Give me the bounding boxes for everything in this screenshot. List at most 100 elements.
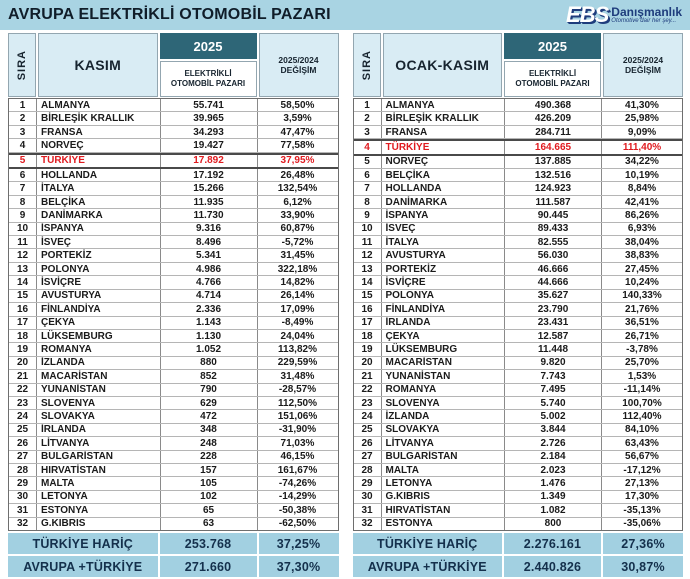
rank-cell: 13 [9,262,37,276]
country-cell: İZLANDA [382,410,505,423]
table-row: 8 DANİMARKA 111.587 42,41% [353,195,682,210]
country-cell: İSPANYA [37,222,161,236]
value-cell: 56.030 [505,249,602,262]
rank-cell: 21 [9,370,37,383]
table-row: 29 LETONYA 1.476 27,13% [353,477,682,491]
table-row: 31 HIRVATİSTAN 1.082 -35,13% [353,504,682,518]
country-cell: LETONYA [37,490,161,504]
period-column-header: KASIM [38,33,158,97]
change-cell: 60,87% [280,223,315,235]
change-cell: 56,67% [625,451,659,463]
market-column-header-group: 2025 ELEKTRİKLİ OTOMOBİL PAZARI [159,33,257,97]
value-cell: 132.516 [505,169,602,182]
rank-cell: 30 [9,490,37,504]
value-cell: 1.476 [505,477,602,490]
value-cell: 4.986 [161,262,258,276]
page-title: AVRUPA ELEKTRİKLİ OTOMOBİL PAZARI [8,6,331,23]
rank-cell: 21 [354,370,382,383]
rank-cell: 26 [9,437,37,450]
country-cell: FİNLANDİYA [37,303,161,316]
value-cell: 7.743 [505,370,602,383]
table-row: 6 BELÇİKA 132.516 10,19% [353,169,682,183]
summary-value: 2.440.826 [504,556,601,577]
value-cell: 39.965 [161,112,258,125]
country-cell: POLONYA [37,262,161,276]
rank-cell: 8 [9,195,37,209]
change-cell: 84,10% [625,424,659,436]
rank-cell: 10 [354,222,382,236]
change-cell: 86,26% [625,209,659,221]
value-cell: 2.023 [505,463,602,477]
table-row: 25 SLOVAKYA 3.844 84,10% [353,423,682,438]
country-cell: ALMANYA [382,99,505,112]
country-cell: TÜRKİYE [382,141,505,154]
country-cell: DANİMARKA [382,195,505,209]
change-cell: 9,09% [627,126,657,138]
country-cell: HOLLANDA [37,169,161,182]
table-row: 1 ALMANYA 55.741 58,50% [9,99,338,113]
country-cell: BİRLEŞİK KRALLIK [382,112,505,125]
value-cell: 34.293 [161,125,258,139]
value-cell: 11.730 [161,209,258,222]
value-cell: 12.587 [505,329,602,343]
rank-cell: 16 [9,303,37,316]
change-cell: 112,50% [278,397,317,409]
market-header: ELEKTRİKLİ OTOMOBİL PAZARI [159,61,257,97]
summary-change: 27,36% [603,533,683,554]
change-cell: 322,18% [277,263,318,275]
value-cell: 1.143 [161,316,258,329]
rank-cell: 20 [354,356,382,370]
change-cell: 47,47% [280,126,315,138]
table-row: 17 ÇEKYA 1.143 -8,49% [9,316,338,330]
change-cell: 21,76% [625,303,659,315]
value-cell: 2.184 [505,450,602,463]
country-cell: HIRVATİSTAN [382,504,505,517]
change-cell: 33,90% [280,209,315,221]
value-cell: 284.711 [505,125,602,139]
table-row: 23 SLOVENYA 5.740 100,70% [353,396,682,411]
summary-label: TÜRKİYE HARİÇ [352,533,502,554]
table-row: 22 ROMANYA 7.495 -11,14% [353,383,682,397]
country-cell: BULGARİSTAN [382,450,505,463]
table-row: 28 MALTA 2.023 -17,12% [353,463,682,478]
country-cell: ESTONYA [37,504,161,517]
rank-cell: 25 [354,423,382,437]
country-cell: YUNANİSTAN [37,383,161,396]
value-cell: 880 [161,356,258,370]
table-row: 12 PORTEKİZ 5.341 31,45% [9,249,338,263]
country-cell: G.KIBRIS [382,490,505,504]
change-cell: 26,71% [625,330,659,342]
table-row: 14 İSVİÇRE 4.766 14,82% [9,276,338,290]
table-body: 1 ALMANYA 55.741 58,50% 2 BİRLEŞİK KRALLIK 39.… [8,98,339,531]
value-cell: 1.349 [505,490,602,504]
country-cell: SLOVAKYA [382,423,505,437]
change-cell: 38,04% [625,236,659,248]
change-cell: -17,12% [623,464,661,476]
value-cell: 629 [161,396,258,410]
table-row: 8 BELÇİKA 11.935 6,12% [9,195,338,210]
market-column-header-group: 2025 ELEKTRİKLİ OTOMOBİL PAZARI [504,33,601,97]
country-cell: HOLLANDA [382,182,505,195]
rank-cell: 13 [354,262,382,276]
rank-cell: 7 [9,182,37,195]
rank-cell: 28 [9,463,37,477]
change-cell: 36,51% [625,317,659,329]
country-cell: ALMANYA [37,99,161,112]
rank-cell: 31 [354,504,382,517]
value-cell: 65 [161,504,258,517]
rank-cell: 31 [9,504,37,517]
country-cell: HIRVATİSTAN [37,463,161,477]
country-cell: AVUSTURYA [382,249,505,262]
rank-cell: 3 [9,125,37,139]
logo-wordmark-block: Danışmanlık Otomotive dair her şey... [611,5,682,25]
country-cell: POLONYA [382,289,505,303]
table-row: 24 SLOVAKYA 472 151,06% [9,410,338,424]
value-cell: 111.587 [505,195,602,209]
rank-cell: 3 [354,125,382,139]
market-table-november: SIRA KASIM 2025 ELEKTRİKLİ OTOMOBİL PAZA… [8,33,339,577]
rank-cell: 27 [9,450,37,463]
table-row: 13 PORTEKİZ 46.666 27,45% [353,262,682,277]
value-cell: 137.885 [505,155,602,169]
summary-change: 37,25% [258,533,339,554]
table-row: 32 G.KIBRIS 63 -62,50% [9,517,338,530]
